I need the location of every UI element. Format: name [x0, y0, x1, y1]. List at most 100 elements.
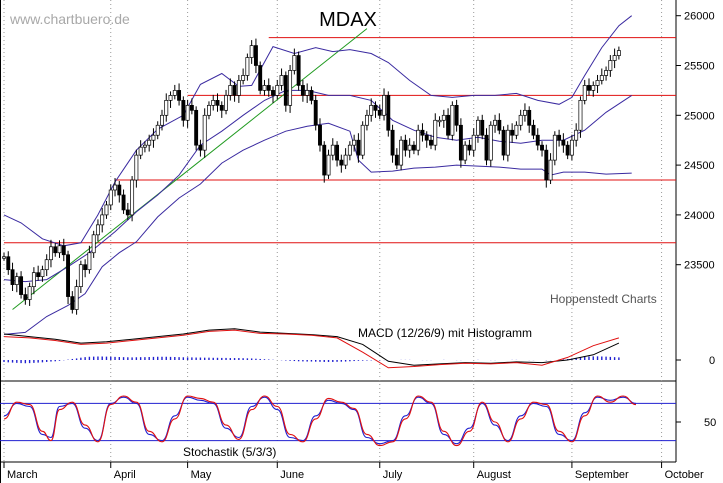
candle-body [198, 144, 203, 151]
price-candle [125, 202, 130, 221]
price-candle [100, 207, 105, 233]
candle-body [108, 189, 113, 206]
price-candle [296, 51, 301, 91]
candle-body [74, 286, 79, 310]
candle-body [279, 75, 284, 86]
stochastic-panel [0, 395, 676, 447]
price-candle [501, 126, 506, 161]
price-candle [411, 141, 416, 155]
price-tick-label: 25500 [684, 61, 715, 73]
candle-body [540, 144, 544, 151]
price-candle [313, 94, 318, 131]
candle-body [95, 224, 100, 236]
price-candle [224, 89, 228, 115]
price-candle [160, 109, 164, 131]
candle-body [249, 45, 254, 58]
month-label: October [665, 469, 704, 481]
price-candle [569, 134, 574, 161]
candle-body [561, 139, 566, 146]
candle-body [147, 139, 152, 146]
price-candle [531, 119, 536, 140]
candle-body [578, 100, 583, 131]
candle-body [189, 104, 194, 111]
price-candle [463, 141, 468, 165]
stochastic-label: Stochastik (5/3/3) [183, 445, 276, 459]
price-panel [2, 15, 676, 335]
candle-body [382, 95, 386, 116]
candle-body [300, 85, 305, 96]
candle-body [493, 119, 498, 126]
price-candle [480, 114, 485, 140]
candle-body [207, 104, 211, 116]
candle-body [343, 154, 348, 166]
candle-body [450, 104, 455, 136]
candle-body [377, 109, 382, 116]
price-candle [339, 154, 344, 173]
candle-body [177, 90, 182, 101]
price-candle [557, 129, 562, 147]
candle-body [271, 90, 275, 96]
trend-line [12, 28, 368, 310]
candle-body [369, 104, 374, 116]
price-tick-label: 25000 [684, 110, 715, 122]
candle-body [433, 119, 438, 146]
price-candle [6, 251, 11, 275]
candle-body [121, 194, 126, 211]
price-candle [177, 83, 182, 106]
price-candle [616, 46, 621, 60]
price-candle [202, 108, 207, 158]
price-candle [147, 134, 152, 152]
candle-body [557, 134, 562, 141]
candle-body [104, 204, 109, 216]
candle-body [211, 100, 216, 106]
price-candle [343, 148, 348, 170]
candle-body [53, 246, 58, 254]
candle-body [309, 90, 314, 101]
price-candle [488, 121, 493, 167]
watermark: www.chartbuero.de [9, 11, 130, 27]
price-candle [441, 109, 446, 128]
price-candle [130, 176, 135, 222]
price-candle [31, 267, 36, 295]
candle-body [484, 134, 489, 161]
price-candle [505, 124, 510, 162]
candle-body [142, 144, 147, 148]
candle-body [612, 55, 617, 61]
price-candle [236, 74, 241, 103]
price-candle [275, 79, 280, 100]
candle-body [365, 114, 369, 126]
price-candle [467, 139, 472, 156]
price-candle [61, 238, 66, 262]
candle-body [476, 119, 480, 136]
price-candle [318, 118, 322, 152]
candle-body [552, 134, 557, 161]
candle-body [168, 95, 173, 101]
candle-body [151, 134, 156, 141]
price-candle [27, 282, 32, 306]
price-candle [612, 48, 617, 69]
price-candle [44, 254, 49, 277]
price-candle [322, 141, 327, 183]
price-candle [552, 131, 557, 166]
price-candle [215, 93, 220, 112]
price-candle [561, 133, 566, 153]
price-candle [262, 79, 267, 96]
candle-body [339, 159, 344, 166]
candle-body [471, 134, 476, 151]
candle-body [407, 144, 412, 151]
price-candle [407, 138, 412, 158]
price-candle [399, 136, 404, 171]
price-candle [326, 149, 331, 180]
candle-body [44, 259, 49, 271]
price-candle [228, 78, 233, 101]
price-candle [151, 128, 156, 148]
price-candle [211, 94, 216, 111]
candle-body [518, 114, 523, 126]
candle-body [535, 134, 540, 146]
candle-body [253, 45, 258, 66]
candle-body [10, 269, 15, 285]
candle-body [66, 254, 70, 297]
candle-body [522, 109, 527, 116]
candle-body [604, 70, 609, 76]
price-candle [386, 91, 391, 137]
